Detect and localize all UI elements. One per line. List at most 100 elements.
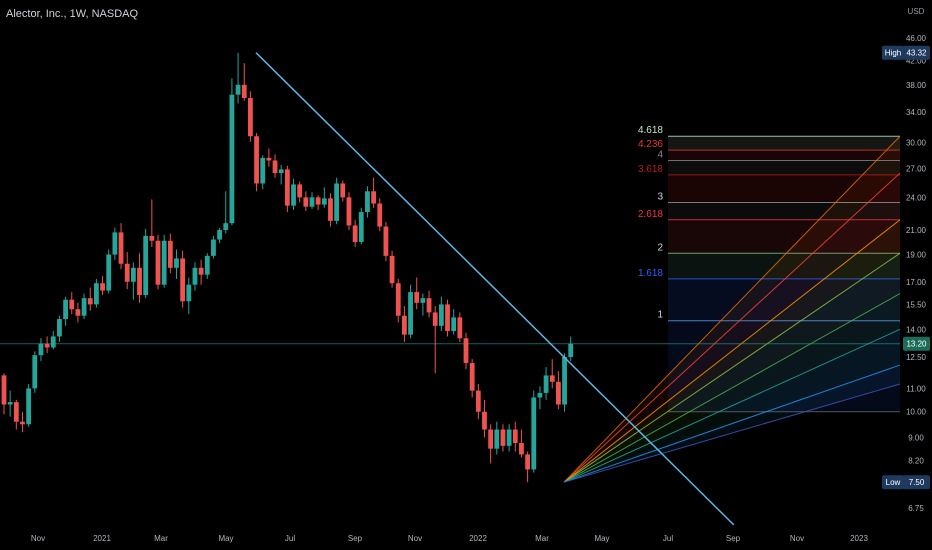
- candle-body: [38, 343, 44, 356]
- candle-body: [81, 298, 87, 316]
- candle-body: [519, 443, 524, 455]
- candle-body: [414, 292, 420, 303]
- fib-fan-fill: [564, 219, 900, 483]
- candle-body: [389, 255, 395, 284]
- time-tick-label: Mar: [154, 534, 168, 543]
- fib-level-label: 4.236: [638, 139, 663, 150]
- fib-fan-fill: [564, 136, 900, 483]
- fib-fan-fill: [564, 365, 900, 483]
- candle-body: [543, 375, 549, 393]
- price-tick-label: 19.00: [906, 251, 927, 260]
- candle-body: [204, 255, 210, 275]
- candle-body: [525, 454, 530, 470]
- fib-fan-fill: [564, 293, 900, 483]
- candle-body: [235, 84, 241, 95]
- candle-body: [340, 183, 346, 198]
- candle-body: [167, 240, 173, 268]
- price-tick-label: 42.00: [906, 56, 927, 65]
- fib-level-label: 2: [657, 242, 663, 253]
- candle-body: [402, 315, 407, 335]
- candle-body: [358, 212, 364, 242]
- fib-band: [668, 278, 900, 321]
- candle-body: [44, 343, 50, 348]
- time-tick-label: Mar: [535, 534, 549, 543]
- candle-body: [100, 283, 105, 291]
- fib-band: [668, 174, 900, 203]
- candle-body: [20, 421, 25, 425]
- fib-band: [668, 253, 900, 279]
- candle-body: [198, 267, 204, 275]
- svg-text:Low: Low: [886, 478, 901, 487]
- fib-band: [668, 219, 900, 254]
- price-tick-label: 10.00: [906, 408, 927, 417]
- candle-body: [223, 223, 229, 231]
- svg-text:High: High: [885, 49, 901, 58]
- candle-body: [130, 267, 136, 282]
- fib-fan-line: [563, 135, 901, 483]
- price-tick-label: 6.75: [908, 504, 924, 513]
- price-tick-label: 14.00: [906, 325, 927, 334]
- candle-body: [248, 98, 253, 137]
- fib-level-label: 1.618: [638, 268, 663, 279]
- time-tick-label: Jul: [663, 534, 673, 543]
- candle-body: [494, 429, 500, 449]
- fib-band: [668, 160, 900, 175]
- candle-body: [137, 267, 142, 296]
- candle-body: [180, 258, 186, 302]
- candle-body: [309, 197, 315, 207]
- candle-body: [469, 363, 475, 391]
- time-tick-label: May: [218, 534, 233, 543]
- candle-body: [420, 298, 426, 303]
- fib-level-label: 4: [657, 149, 663, 160]
- fib-level-label: 3: [657, 191, 663, 202]
- candle-body: [149, 235, 155, 241]
- candle-body: [63, 299, 68, 320]
- candle-body: [321, 198, 327, 205]
- candle-body: [297, 184, 303, 198]
- candle-body: [254, 136, 259, 184]
- time-tick-label: Nov: [31, 534, 45, 543]
- fib-fan-line: [563, 172, 901, 483]
- candle-body: [328, 198, 333, 221]
- time-tick-label: Nov: [408, 534, 422, 543]
- candle-body: [531, 397, 537, 470]
- time-tick-label: 2021: [93, 534, 111, 543]
- candle-body: [315, 197, 321, 205]
- time-tick-label: 2022: [469, 534, 487, 543]
- candle-body: [186, 284, 192, 302]
- candle-body: [438, 304, 444, 326]
- candle-body: [57, 319, 62, 337]
- currency-label: USD: [908, 7, 925, 16]
- candle-body: [303, 197, 309, 207]
- candle-body: [377, 203, 383, 227]
- time-tick-label: 2023: [850, 534, 868, 543]
- candle-body: [32, 355, 38, 389]
- candle-body: [451, 317, 457, 332]
- candle-body: [106, 254, 112, 291]
- trendline[interactable]: [255, 52, 735, 526]
- candle-body: [217, 230, 222, 240]
- time-tick-label: May: [594, 534, 609, 543]
- candle-body: [118, 232, 124, 264]
- candle-body: [352, 225, 358, 242]
- candle-body: [457, 317, 463, 339]
- fib-level-label: 3.618: [638, 164, 663, 175]
- candle-body: [432, 312, 438, 326]
- candle-body: [556, 381, 561, 405]
- candle-body: [284, 169, 290, 206]
- candle-body: [272, 160, 278, 174]
- candle-body: [334, 183, 340, 221]
- candle-body: [124, 263, 130, 282]
- candle-body: [408, 292, 413, 335]
- candle-body: [395, 283, 401, 316]
- candle-body: [112, 232, 118, 255]
- fib-fan-line: [563, 252, 901, 483]
- candle-body: [512, 429, 518, 444]
- candle-body: [260, 157, 266, 184]
- candle-body: [500, 429, 506, 446]
- price-tick-label: 38.00: [906, 81, 927, 90]
- svg-text:13.20: 13.20: [906, 340, 927, 349]
- candle-body: [562, 357, 567, 405]
